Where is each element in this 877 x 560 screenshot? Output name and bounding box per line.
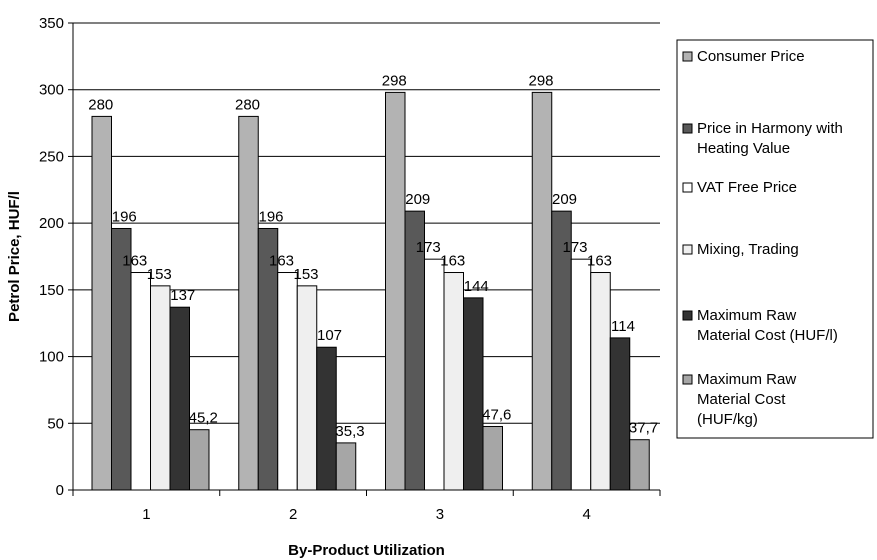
data-label: 45,2: [189, 410, 218, 427]
bar: [531, 91, 553, 491]
data-label: 107: [317, 327, 342, 344]
bar: [443, 272, 464, 491]
bar: [482, 425, 503, 491]
legend-entry: Mixing, Trading: [697, 241, 799, 258]
bar: [238, 115, 259, 491]
bar: [424, 258, 445, 491]
data-label: 47,6: [482, 406, 511, 423]
bar: [150, 285, 171, 491]
bar: [570, 258, 592, 491]
legend-entry: Consumer Price: [697, 48, 805, 65]
data-label: 163: [269, 253, 294, 270]
x-tick-label: 4: [582, 506, 590, 523]
data-label: 137: [170, 287, 195, 304]
data-label: 280: [235, 96, 260, 113]
y-tick-label: 100: [39, 349, 64, 366]
data-label: 35,3: [335, 423, 364, 440]
x-tick-label: 3: [436, 506, 444, 523]
bar: [629, 439, 650, 491]
data-label: 280: [88, 96, 113, 113]
legend-swatch: [682, 310, 693, 321]
legend-swatch: [682, 244, 693, 255]
data-label: 196: [258, 208, 283, 225]
legend-swatch: [682, 123, 693, 134]
y-tick-label: 250: [39, 148, 64, 165]
y-tick-label: 0: [56, 482, 64, 499]
x-tick-label: 1: [142, 506, 150, 523]
legend-box: [676, 39, 874, 439]
data-label: 153: [293, 266, 318, 283]
x-axis-title: By-Product Utilization: [288, 542, 445, 559]
data-label: 298: [382, 72, 407, 89]
bar: [590, 272, 611, 491]
bar: [609, 337, 631, 491]
data-label: 298: [528, 72, 553, 89]
data-label: 163: [122, 253, 147, 270]
bar: [335, 442, 357, 491]
legend-entry: Price in Harmony with Heating Value: [697, 120, 843, 157]
y-tick-label: 300: [39, 82, 64, 99]
data-label: 173: [416, 239, 441, 256]
data-label: 37,7: [629, 420, 658, 437]
bar: [316, 346, 337, 491]
data-label: 173: [562, 239, 587, 256]
data-label: 153: [147, 266, 172, 283]
data-label: 163: [440, 253, 465, 270]
bar: [463, 297, 484, 491]
x-tick-label: 2: [289, 506, 297, 523]
bar: [277, 272, 298, 491]
legend-entry: Maximum Raw Material Cost (HUF/l): [697, 307, 838, 344]
data-label: 163: [587, 253, 612, 270]
legend-entry: VAT Free Price: [697, 179, 797, 196]
data-label: 144: [464, 278, 489, 295]
bar: [169, 306, 190, 491]
legend: Consumer Price Price in Harmony with Heati…: [676, 39, 874, 439]
legend-swatch: [682, 374, 693, 385]
y-tick-label: 50: [47, 415, 64, 432]
y-tick-label: 150: [39, 282, 64, 299]
y-tick-label: 350: [39, 15, 64, 32]
bar: [296, 285, 318, 491]
bars: [91, 91, 650, 491]
bar: [130, 272, 151, 491]
axes: 0 50 100 150 200 250 300 350 1 2 3 4: [39, 15, 661, 523]
legend-entry: Maximum Raw Material Cost (HUF/kg): [697, 371, 796, 428]
bar: [91, 115, 112, 491]
data-label: 114: [611, 318, 635, 335]
bar: [189, 429, 210, 491]
legend-swatch: [682, 182, 693, 193]
data-label: 196: [112, 208, 137, 225]
legend-swatch: [682, 51, 693, 62]
bar: [385, 91, 406, 491]
data-label: 209: [405, 191, 430, 208]
y-tick-label: 200: [39, 215, 64, 232]
y-axis-title: Petrol Price, HUF/l: [6, 191, 23, 322]
data-label: 209: [552, 191, 577, 208]
